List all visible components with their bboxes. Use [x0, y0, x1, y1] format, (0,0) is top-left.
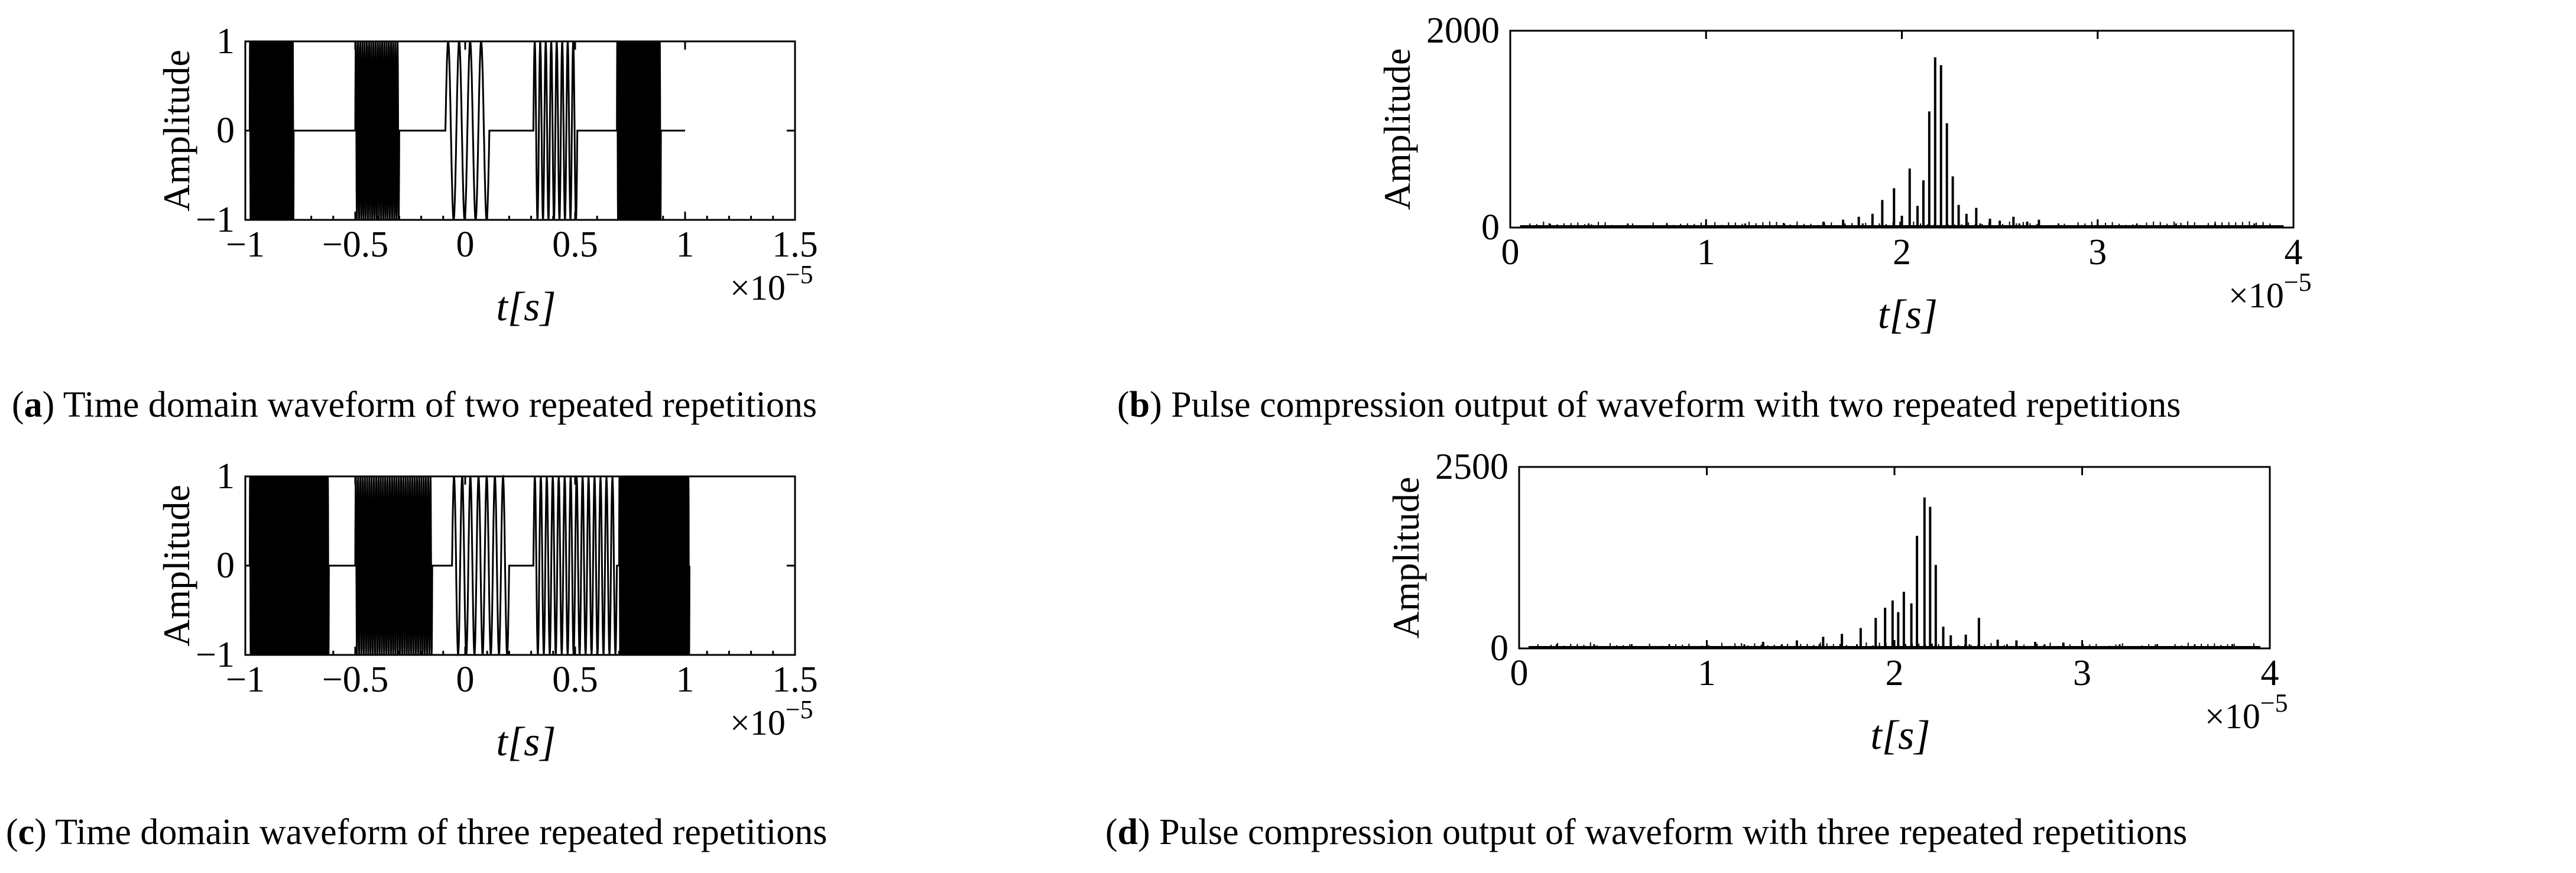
plot-frame: [1509, 30, 2295, 229]
x-tick-label: 1.5: [772, 660, 818, 700]
subfigure-caption: (b) Pulse compression output of waveform…: [1117, 385, 2181, 425]
x-tick-label: −0.5: [322, 660, 388, 700]
y-tick-label: 1: [216, 456, 235, 496]
caption-label: c: [18, 812, 35, 852]
x-axis-label: t[s]: [496, 284, 556, 330]
multiplier-exponent: −5: [786, 695, 813, 724]
multiplier-exponent: −5: [2260, 689, 2288, 718]
x-tick-label: 0: [456, 225, 475, 265]
x-multiplier: ×10−5: [730, 695, 813, 742]
caption-punctuation: (: [1105, 812, 1118, 852]
caption-punctuation: (: [1117, 385, 1130, 425]
multiplier-base: ×10: [730, 703, 786, 742]
chart-c: −1 −0.5 0 0.5 1 1.5 −1 0 1 Amplitude t[s] ×10−5 (c) …: [6, 456, 827, 852]
x-tick-label: 1: [1698, 653, 1716, 693]
multiplier-base: ×10: [2228, 276, 2284, 315]
y-tick-label: 2000: [1426, 11, 1500, 51]
multiplier-base: ×10: [2205, 697, 2260, 736]
x-tick-label: 0.5: [552, 225, 598, 265]
multiplier-exponent: −5: [2284, 268, 2312, 297]
caption-punctuation: (: [6, 812, 18, 852]
x-axis-label: t[s]: [1870, 713, 1930, 758]
y-tick-label: 0: [216, 111, 235, 151]
x-tick-label: −1: [226, 660, 265, 700]
x-tick-label: 2: [1893, 232, 1911, 272]
x-tick-label: 2: [1886, 653, 1904, 693]
subfigure-caption: (d) Pulse compression output of waveform…: [1105, 812, 2187, 852]
x-axis-label: t[s]: [496, 719, 556, 765]
multiplier-exponent: −5: [786, 260, 813, 289]
x-multiplier: ×10−5: [730, 260, 813, 307]
y-tick-label: 0: [1490, 628, 1508, 668]
caption-text: Time domain waveform of three repeated r…: [55, 812, 827, 852]
x-tick-label: 0.5: [552, 660, 598, 700]
y-tick-label: 0: [1481, 207, 1500, 248]
caption-label: b: [1130, 385, 1150, 425]
waveform-line: [248, 40, 685, 221]
caption-label: d: [1118, 812, 1138, 852]
y-tick-label: −1: [196, 635, 235, 675]
x-tick-label: 1.5: [772, 225, 818, 265]
x-tick-label: 0: [1501, 232, 1520, 272]
x-tick-label: 0: [1510, 653, 1529, 693]
plot-frame: [1518, 466, 2271, 650]
y-axis-label: Amplitude: [155, 50, 197, 212]
x-multiplier: ×10−5: [2205, 689, 2288, 736]
x-multiplier: ×10−5: [2228, 268, 2312, 315]
x-tick-label: 4: [2285, 232, 2303, 272]
x-tick-label: 1: [1697, 232, 1715, 272]
caption-punctuation: (: [12, 385, 24, 425]
caption-label: a: [24, 385, 43, 425]
y-tick-label: 0: [216, 546, 235, 586]
y-axis-label: Amplitude: [1385, 477, 1427, 639]
caption-text: Pulse compression output of waveform wit…: [1159, 812, 2187, 852]
x-tick-label: 3: [2088, 232, 2107, 272]
caption-punctuation: ): [1150, 385, 1171, 425]
y-axis-label: Amplitude: [155, 485, 197, 647]
x-tick-label: 1: [676, 660, 695, 700]
x-tick-label: 3: [2073, 653, 2091, 693]
x-axis-label: t[s]: [1878, 292, 1938, 337]
y-axis-label: Amplitude: [1376, 48, 1418, 210]
x-tick-label: 1: [676, 225, 695, 265]
y-tick-label: −1: [196, 200, 235, 240]
x-tick-label: −1: [226, 225, 265, 265]
x-tick-label: 0: [456, 660, 475, 700]
x-tick-label: 4: [2261, 653, 2279, 693]
caption-text: Pulse compression output of waveform wit…: [1171, 385, 2181, 425]
chart-a: −1 −0.5 0 0.5 1 1.5 −1 0 1 Amplitude t[s] ×10−5 (a) …: [12, 21, 818, 425]
caption-punctuation: ): [34, 812, 55, 852]
caption-punctuation: ): [43, 385, 63, 425]
y-tick-label: 1: [216, 21, 235, 61]
subfigure-caption: (c) Time domain waveform of three repeat…: [6, 812, 827, 852]
y-tick-label: 2500: [1435, 447, 1508, 487]
waveform-line: [248, 474, 690, 657]
x-tick-label: −0.5: [322, 225, 388, 265]
caption-text: Time domain waveform of two repeated rep…: [63, 385, 817, 425]
caption-punctuation: ): [1138, 812, 1159, 852]
multiplier-base: ×10: [730, 268, 786, 307]
subfigure-caption: (a) Time domain waveform of two repeated…: [12, 385, 817, 425]
